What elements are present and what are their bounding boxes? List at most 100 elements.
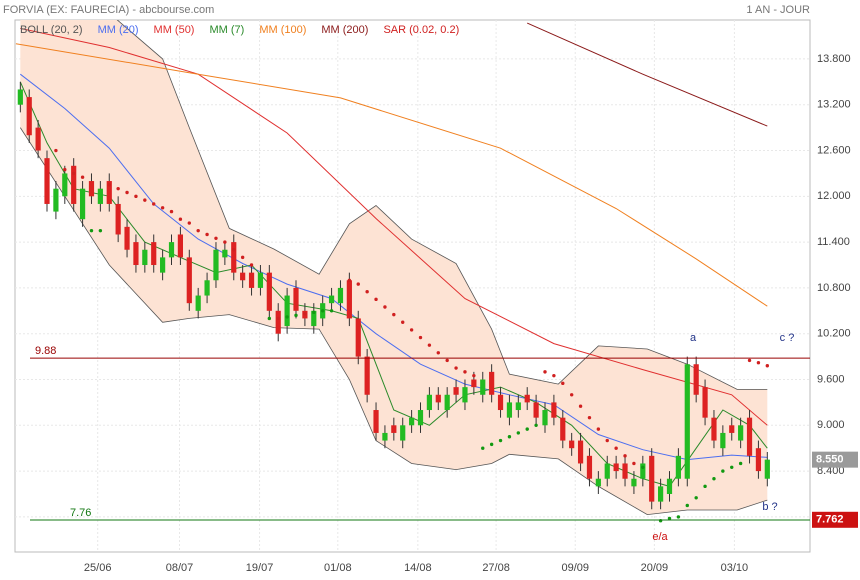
sar-dot xyxy=(71,171,76,176)
candle-body xyxy=(622,463,628,479)
sar-dot xyxy=(89,228,94,233)
price-tag-label: 8.550 xyxy=(816,454,844,466)
sar-dot xyxy=(98,228,103,233)
candle-body xyxy=(693,364,699,395)
candle-body xyxy=(738,425,744,441)
legend-entry: SAR (0.02, 0.2) xyxy=(383,24,459,36)
level-label: 9.88 xyxy=(35,345,56,357)
candle-body xyxy=(764,459,770,479)
sar-dot xyxy=(249,263,254,267)
candle-body xyxy=(44,158,50,204)
legend-entry: MM (100) xyxy=(259,24,306,36)
candle-body xyxy=(702,387,708,418)
candle-body xyxy=(106,181,112,204)
candle-body xyxy=(720,432,726,449)
moving-average xyxy=(19,73,768,461)
candle-body xyxy=(515,402,521,411)
sar-dot xyxy=(356,282,360,286)
sar-dot xyxy=(667,516,672,521)
sar-dot xyxy=(569,393,574,397)
candle-body xyxy=(666,478,673,494)
candle-body xyxy=(524,394,530,403)
plot xyxy=(15,20,770,523)
candle-body xyxy=(248,272,255,288)
candle-body xyxy=(569,440,575,449)
sar-dot xyxy=(54,148,58,153)
candle-body xyxy=(284,295,290,327)
candle-body xyxy=(560,417,566,441)
candle-body xyxy=(328,295,335,304)
candle-body xyxy=(577,440,584,464)
x-tick-label: 08/07 xyxy=(166,562,194,574)
candle-body xyxy=(355,318,361,357)
sar-dot xyxy=(214,236,218,240)
candle-body xyxy=(311,310,317,327)
sar-dot xyxy=(125,190,129,195)
x-tick-label: 03/10 xyxy=(721,562,749,574)
candle-body xyxy=(364,356,370,395)
candle-body xyxy=(497,394,504,411)
candle-body xyxy=(293,287,299,311)
candle-body xyxy=(675,455,681,479)
y-tick-label: 13.800 xyxy=(817,53,851,65)
sar-dot xyxy=(445,358,449,363)
candle-body xyxy=(604,463,610,479)
sar-dot xyxy=(267,316,272,321)
level-label: 7.76 xyxy=(70,507,91,519)
candle-body xyxy=(275,310,281,334)
y-tick-label: 12.000 xyxy=(817,190,851,202)
candle-body xyxy=(711,417,717,441)
sar-dot xyxy=(329,309,334,313)
candle-body xyxy=(337,287,344,304)
sar-dot xyxy=(63,167,67,172)
candle-body xyxy=(168,242,175,258)
candle-body xyxy=(729,425,735,433)
candle-body xyxy=(79,188,86,220)
legend-entry: MM (200) xyxy=(321,24,368,36)
sar-dot xyxy=(525,427,529,431)
x-tick-label: 20/09 xyxy=(641,562,669,574)
sar-dot xyxy=(578,404,583,408)
sar-dot xyxy=(738,461,743,466)
sar-dot xyxy=(454,366,458,370)
candle-body xyxy=(746,417,753,456)
moving-average xyxy=(526,22,768,127)
y-tick-label: 10.800 xyxy=(817,282,851,294)
sar-dot xyxy=(80,175,85,179)
moving-average xyxy=(15,43,768,307)
candle-body xyxy=(35,127,41,151)
sar-dot xyxy=(196,228,200,233)
candle-body xyxy=(551,402,557,418)
sar-dot xyxy=(116,186,120,191)
candle-body xyxy=(533,402,539,418)
x-tick-label: 09/09 xyxy=(561,562,589,574)
candle-body xyxy=(115,203,121,235)
sar-dot xyxy=(436,351,440,355)
candle-body xyxy=(417,410,424,426)
sar-dot xyxy=(418,335,423,340)
candle-body xyxy=(231,242,237,273)
sar-dot xyxy=(756,361,761,365)
sar-dot xyxy=(223,240,227,244)
y-tick-label: 11.400 xyxy=(817,236,850,248)
sar-dot xyxy=(632,461,636,466)
band-upper xyxy=(116,20,768,390)
candle-body xyxy=(97,188,103,204)
candle-body xyxy=(435,394,441,403)
candle-body xyxy=(373,410,379,433)
y-tick-label: 9.600 xyxy=(817,373,845,385)
sar-dot xyxy=(507,435,512,439)
candle-body xyxy=(631,478,637,487)
candle-body xyxy=(160,257,166,273)
candle-body xyxy=(542,410,548,426)
sar-dot xyxy=(765,364,770,368)
candle-body xyxy=(142,249,148,266)
legend-entry: BOLL (20, 2) xyxy=(20,24,83,36)
candle-body xyxy=(453,387,459,395)
band-lower xyxy=(19,127,768,516)
sar-dot xyxy=(232,248,236,252)
candle-body xyxy=(586,455,593,479)
x-tick-label: 25/06 xyxy=(84,562,112,574)
price-tag-label: 7.762 xyxy=(816,514,844,526)
